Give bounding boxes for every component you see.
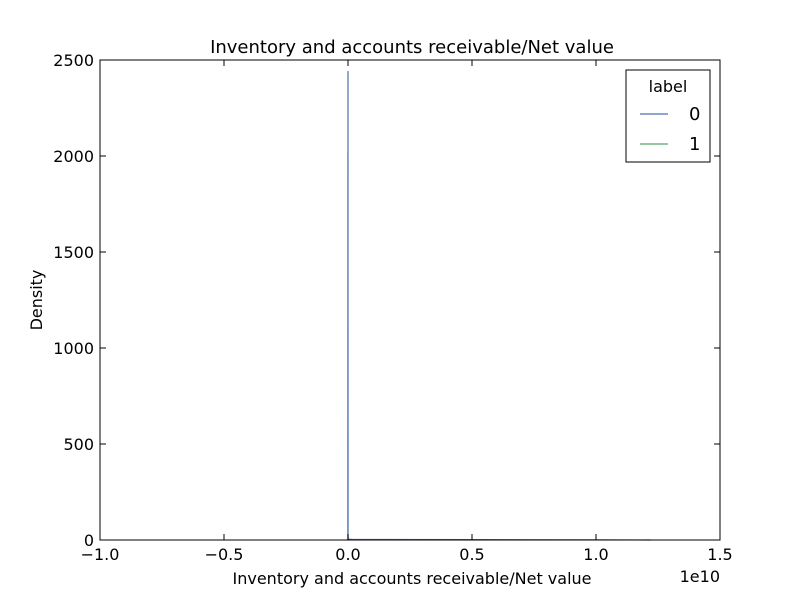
- chart-title: Inventory and accounts receivable/Net va…: [210, 37, 614, 58]
- y-tick-label: 0: [84, 531, 94, 550]
- x-tick-label: 1.5: [707, 545, 732, 564]
- x-tick-label: 0.5: [459, 545, 484, 564]
- y-tick-label: 500: [63, 435, 94, 454]
- y-tick-label: 1500: [53, 243, 94, 262]
- legend-title: label: [649, 77, 688, 96]
- axis-ticks-group: −1.0 −0.5 0.0 0.5 1.0 1.5 0 500 1000 1500 2000 2500: [53, 51, 732, 564]
- legend: label 0 1: [625, 69, 711, 163]
- legend-box: [625, 69, 711, 163]
- series-line-0: [347, 70, 651, 541]
- x-tick-label: 0.0: [335, 545, 360, 564]
- plot-series-group: [346, 70, 651, 541]
- x-axis-label: Inventory and accounts receivable/Net va…: [233, 569, 592, 588]
- y-tick-label: 2500: [53, 51, 94, 70]
- legend-label-1: 1: [689, 134, 700, 155]
- x-tick-label: 1.0: [583, 545, 608, 564]
- plot-frame: [99, 59, 721, 541]
- x-tick-label: −0.5: [205, 545, 244, 564]
- y-tick-label: 1000: [53, 339, 94, 358]
- x-axis-offset-label: 1e10: [680, 567, 720, 586]
- y-tick-label: 2000: [53, 147, 94, 166]
- legend-label-0: 0: [689, 104, 700, 125]
- y-axis-label: Density: [27, 270, 46, 331]
- x-tick-label: −1.0: [81, 545, 120, 564]
